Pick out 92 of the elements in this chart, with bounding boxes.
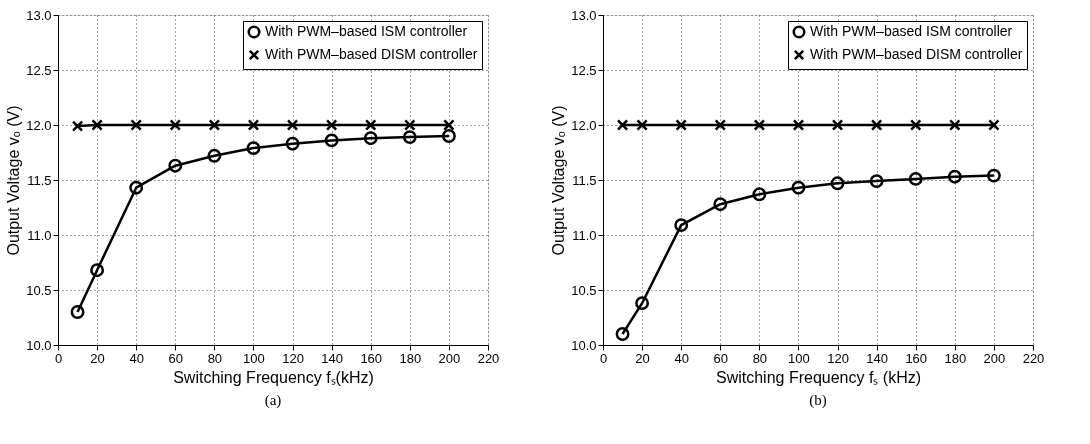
point — [364, 119, 377, 131]
point — [402, 130, 417, 145]
x-tick-label: 220 — [1022, 350, 1045, 366]
text: (a) — [264, 392, 282, 409]
x-tick-label: 60 — [168, 350, 184, 366]
point — [949, 119, 961, 131]
y-tick-label: 11.0 — [572, 227, 597, 243]
point — [753, 119, 766, 131]
x-tick-label: 140 — [866, 350, 888, 366]
point — [71, 120, 84, 132]
y-tick-label: 10.0 — [26, 337, 52, 353]
point — [636, 119, 648, 131]
y-tick-label: 12.5 — [571, 62, 597, 78]
x-tick-label: 20 — [90, 350, 105, 366]
x-tick-label: 0 — [599, 350, 608, 366]
y-tick-label: 12.5 — [26, 62, 52, 78]
point — [616, 119, 629, 131]
point — [169, 119, 182, 131]
point — [792, 119, 805, 131]
point — [831, 119, 844, 131]
x-tick-label: 100 — [788, 350, 810, 366]
x-tick-label: 220 — [477, 350, 500, 366]
point — [713, 197, 728, 212]
point — [988, 119, 1000, 131]
point — [90, 263, 105, 278]
point — [208, 119, 221, 131]
y-tick-label: 12.0 — [26, 117, 52, 133]
point — [675, 119, 687, 131]
point — [129, 180, 144, 195]
text: (b) — [809, 392, 827, 409]
y-tick-label: 13.0 — [26, 7, 52, 23]
x-tick-label: 200 — [438, 350, 461, 366]
point — [674, 218, 689, 233]
x-tick-label: 0 — [54, 350, 63, 366]
point — [246, 141, 261, 156]
point — [714, 119, 727, 131]
x-tick-label: 200 — [983, 350, 1006, 366]
point — [404, 119, 416, 131]
x-tick-label: 180 — [944, 350, 967, 366]
point — [441, 129, 456, 143]
point — [869, 174, 884, 189]
point — [947, 169, 962, 184]
x-tick-label: 120 — [282, 350, 304, 366]
x-tick-label: 80 — [752, 350, 768, 366]
legend-label: With PWM–based DISM controller — [810, 46, 1023, 62]
point — [168, 158, 183, 173]
point — [247, 119, 260, 131]
y-tick-label: 12.0 — [571, 117, 597, 133]
y-tick-label: 13.0 — [571, 7, 597, 23]
point — [286, 119, 299, 131]
x-tick-label: 120 — [827, 350, 849, 366]
point — [70, 305, 85, 319]
x-tick-label: 160 — [905, 350, 928, 366]
y-tick-label: 10.5 — [571, 282, 597, 298]
point — [752, 187, 767, 202]
point — [91, 119, 103, 131]
point — [908, 171, 923, 186]
point — [615, 327, 630, 341]
y-tick-label: 10.0 — [571, 337, 597, 353]
point — [207, 148, 222, 163]
x-tick-label: 80 — [207, 350, 223, 366]
y-tick-label: 11.5 — [27, 172, 52, 188]
x-tick-label: 140 — [321, 350, 343, 366]
point — [285, 136, 300, 151]
point — [363, 131, 378, 146]
x-tick-label: 100 — [243, 350, 265, 366]
x-tick-label: 40 — [674, 350, 689, 366]
x-tick-label: 40 — [129, 350, 144, 366]
y-tick-label: 10.5 — [26, 282, 52, 298]
x-tick-label: 160 — [360, 350, 383, 366]
point — [909, 119, 922, 131]
point — [870, 119, 883, 131]
y-tick-label: 11.0 — [27, 227, 52, 243]
y-tick-label: 11.5 — [572, 172, 597, 188]
point — [130, 119, 142, 131]
point — [986, 168, 1001, 183]
point — [791, 180, 806, 195]
legend-label: With PWM–based DISM controller — [265, 46, 478, 62]
point — [325, 119, 338, 131]
x-axis-title: Switching Frequency fₛ (kHz) — [715, 368, 922, 386]
y-axis-title: Output Voltage vₒ (V) — [5, 105, 23, 256]
x-tick-label: 180 — [399, 350, 422, 366]
legend-label: With PWM–based ISM controller — [810, 23, 1013, 39]
legend-label: With PWM–based ISM controller — [265, 23, 468, 39]
point — [324, 133, 339, 148]
point — [830, 176, 845, 191]
point — [635, 296, 650, 311]
x-axis-title: Switching Frequency fₛ(kHz) — [173, 368, 374, 386]
x-tick-label: 60 — [713, 350, 729, 366]
point — [443, 119, 455, 131]
x-tick-label: 20 — [635, 350, 650, 366]
y-axis-title: Output Voltage vₒ (V) — [550, 105, 568, 256]
